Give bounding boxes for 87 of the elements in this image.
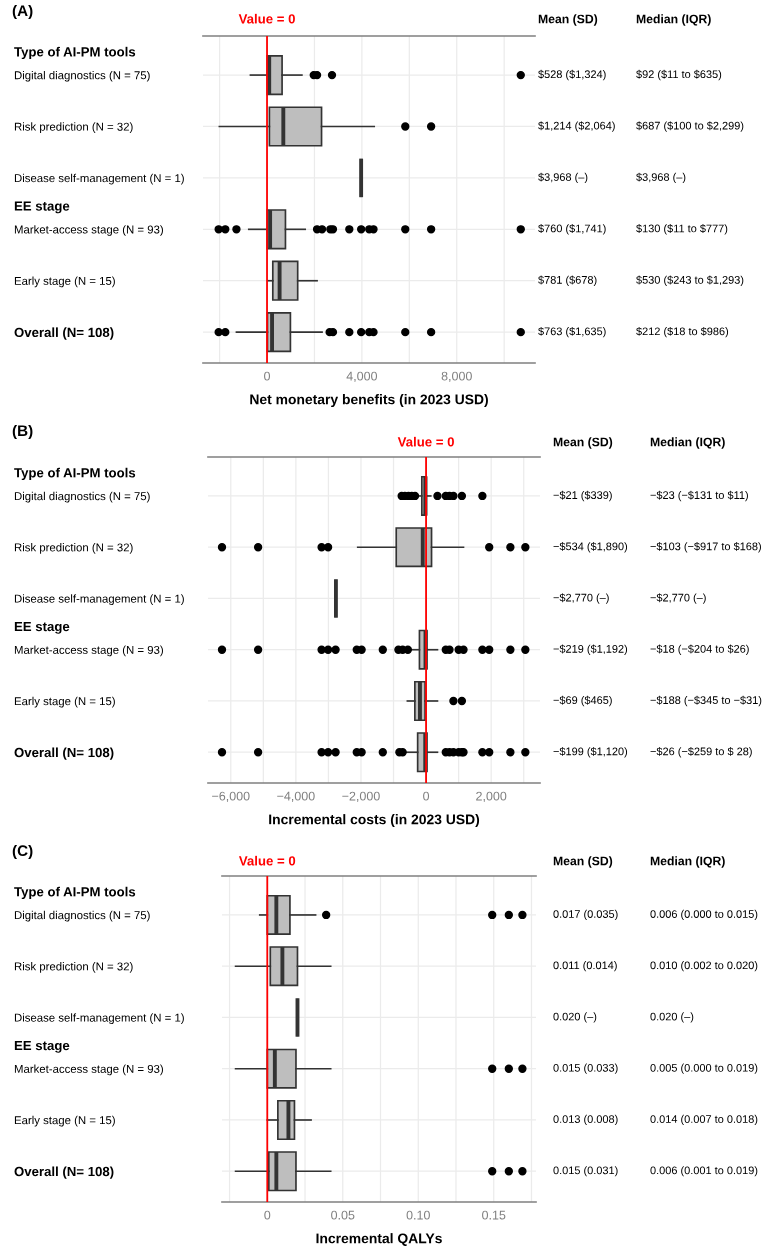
x-tick-label: 0.05: [331, 1210, 355, 1220]
text: Type of AI-PM tools: [14, 46, 136, 60]
x-tick-label: 0: [264, 371, 271, 381]
text: 0.013 (0.008): [553, 1114, 618, 1126]
text: (C): [12, 844, 33, 860]
text: $763 ($1,635): [538, 326, 606, 338]
x-tick-label: 2,000: [476, 791, 507, 802]
text: −$219 ($1,192): [553, 644, 628, 655]
x-tick-label: 8,000: [441, 371, 472, 382]
text: 0.020 (–): [650, 1012, 694, 1023]
y-tick-label: Early stage (N = 15): [14, 276, 115, 288]
text: $528 ($1,324): [538, 69, 606, 81]
y-tick-label: Disease self-management (N = 1): [14, 1013, 184, 1024]
x-axis-title: Net monetary benefits (in 2023 USD): [250, 394, 488, 408]
text: Mean (SD): [553, 856, 613, 868]
y-tick-label: Risk prediction (N = 32): [14, 122, 133, 133]
text: −$103 (−$917 to $168): [650, 542, 761, 553]
y-tick-label: Disease self-management (N = 1): [14, 594, 184, 605]
y-tick-label: Overall (N= 108): [14, 747, 114, 760]
text: $130 ($11 to $777): [636, 224, 728, 235]
y-tick-label: Digital diagnostics (N = 75): [14, 910, 150, 922]
text: 0.006 (0.001 to 0.019): [650, 1166, 758, 1177]
text: 0.010 (0.002 to 0.020): [650, 961, 758, 972]
y-tick-label: Risk prediction (N = 32): [14, 543, 133, 554]
y-tick-label: Overall (N= 108): [14, 1166, 114, 1179]
text: EE stage: [14, 621, 70, 634]
text: −$18 (−$204 to $26): [650, 644, 749, 655]
x-tick-label: 4,000: [346, 371, 378, 382]
text: $92 ($11 to $635): [636, 69, 722, 81]
y-tick-label: Market-access stage (N = 93): [14, 225, 163, 236]
x-tick-label: 0: [264, 1210, 271, 1220]
text: $760 ($1,741): [538, 224, 606, 235]
text: 0.006 (0.000 to 0.015): [650, 909, 758, 921]
text: −$2,770 (–): [650, 593, 706, 604]
text: $3,968 (–): [538, 172, 588, 184]
text: Mean (SD): [553, 437, 613, 449]
text: −$188 (−$345 to −$31): [650, 695, 762, 707]
text: (B): [12, 424, 33, 440]
text: $212 ($18 to $986): [636, 326, 729, 338]
text: $1,214 ($2,064): [538, 121, 615, 132]
text: 0.015 (0.031): [553, 1166, 618, 1177]
y-tick-label: Risk prediction (N = 32): [14, 962, 133, 973]
text: −$199 ($1,120): [553, 747, 628, 758]
text: −$26 (−$259 to $ 28): [650, 747, 752, 758]
text: 0.020 (–): [553, 1012, 597, 1023]
text: −$2,770 (–): [553, 593, 609, 604]
text: 0.015 (0.033): [553, 1063, 618, 1074]
x-tick-label: −4,000: [277, 791, 315, 802]
text: −$69 ($465): [553, 695, 612, 707]
ref-line-label: Value = 0: [238, 855, 296, 866]
y-tick-label: Disease self-management (N = 1): [14, 173, 184, 185]
x-axis-title: Incremental QALYs: [316, 1233, 442, 1246]
text: EE stage: [14, 201, 70, 214]
text: 0.014 (0.007 to 0.018): [650, 1114, 758, 1126]
x-tick-label: −6,000: [212, 791, 250, 802]
x-tick-label: 0.15: [482, 1210, 506, 1220]
text: Type of AI-PM tools: [14, 886, 136, 900]
text: (A): [12, 4, 33, 20]
y-tick-label: Market-access stage (N = 93): [14, 1064, 163, 1076]
y-tick-label: Overall (N= 108): [14, 327, 114, 340]
y-tick-label: Market-access stage (N = 93): [14, 645, 163, 657]
ref-line-label: Value = 0: [238, 13, 295, 24]
y-tick-label: Digital diagnostics (N = 75): [14, 70, 150, 82]
text: EE stage: [14, 1040, 70, 1053]
x-tick-label: 0.10: [406, 1210, 430, 1220]
text: 0.011 (0.014): [553, 961, 617, 972]
text: $3,968 (–): [636, 172, 686, 184]
y-tick-label: Early stage (N = 15): [14, 696, 115, 708]
x-tick-label: −2,000: [342, 791, 380, 802]
text: Mean (SD): [538, 14, 598, 26]
y-tick-label: Digital diagnostics (N = 75): [14, 491, 150, 503]
text: $781 ($678): [538, 275, 597, 286]
text: Type of AI-PM tools: [14, 467, 136, 481]
ref-line-label: Value = 0: [397, 436, 454, 447]
text: $687 ($100 to $2,299): [636, 121, 744, 132]
text: 0.005 (0.000 to 0.019): [650, 1063, 758, 1074]
text: −$534 ($1,890): [553, 542, 628, 553]
text: −$23 (−$131 to $11): [650, 490, 748, 502]
x-tick-label: 0: [423, 791, 430, 801]
text: Median (IQR): [650, 437, 725, 449]
text: Median (IQR): [636, 14, 711, 26]
text: Median (IQR): [650, 856, 725, 868]
text: 0.017 (0.035): [553, 909, 618, 921]
text: −$21 ($339): [553, 490, 612, 502]
y-tick-label: Early stage (N = 15): [14, 1115, 115, 1127]
text: $530 ($243 to $1,293): [636, 275, 744, 286]
x-axis-title: Incremental costs (in 2023 USD): [269, 814, 480, 828]
